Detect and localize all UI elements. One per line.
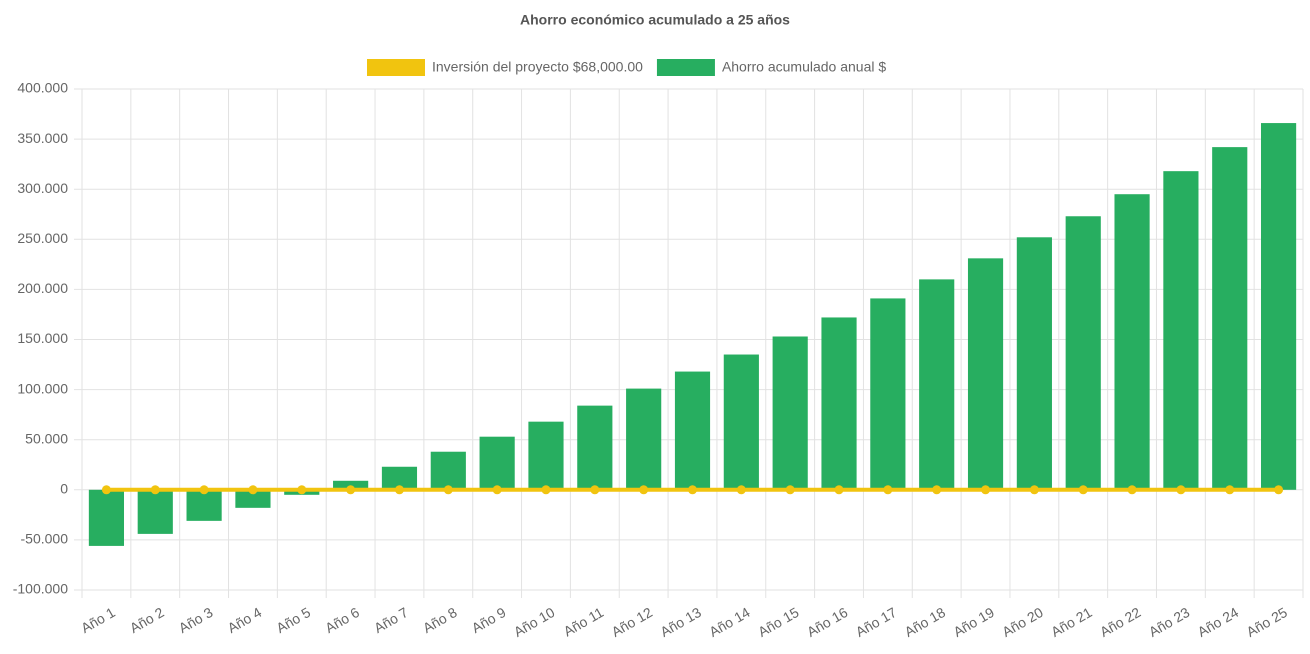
x-tick-label: Año 3 <box>176 604 216 636</box>
x-tick-label: Año 23 <box>1146 604 1193 640</box>
x-tick-label: Año 8 <box>420 604 460 636</box>
point <box>590 485 600 495</box>
bar <box>821 317 857 490</box>
point <box>1029 485 1039 495</box>
y-tick-label: 250.000 <box>17 230 68 246</box>
x-tick-label: Año 2 <box>127 604 167 636</box>
bar <box>1114 194 1150 490</box>
point <box>443 485 453 495</box>
x-tick-label: Año 6 <box>322 604 362 636</box>
point <box>883 485 893 495</box>
x-tick-label: Año 19 <box>950 604 997 640</box>
x-tick-label: Año 13 <box>657 604 704 640</box>
bar <box>919 279 955 490</box>
x-tick-label: Año 16 <box>804 604 851 640</box>
bar <box>1260 123 1297 490</box>
bar <box>381 466 418 490</box>
point <box>199 485 209 495</box>
y-tick-label: -100.000 <box>13 581 68 597</box>
point <box>981 485 991 495</box>
bar <box>137 489 173 534</box>
x-tick-label: Año 17 <box>853 604 900 640</box>
legend-swatch <box>656 59 715 76</box>
x-tick-label: Año 18 <box>902 604 949 640</box>
point <box>394 485 404 495</box>
point <box>1127 485 1137 495</box>
x-tick-label: Año 1 <box>78 604 118 636</box>
y-tick-label: 300.000 <box>17 180 68 196</box>
point <box>736 485 746 495</box>
x-tick-label: Año 25 <box>1244 604 1291 640</box>
y-tick-label: -50.000 <box>21 531 69 547</box>
point <box>834 485 844 495</box>
point <box>101 485 111 495</box>
bar <box>88 489 125 546</box>
point <box>150 485 160 495</box>
bar <box>577 405 613 490</box>
bar <box>1065 216 1101 490</box>
point <box>932 485 942 495</box>
bar <box>528 421 564 490</box>
point <box>1225 485 1235 495</box>
x-tick-label: Año 21 <box>1048 604 1095 640</box>
y-tick-label: 350.000 <box>17 130 68 146</box>
point <box>297 485 307 495</box>
legend: Inversión del proyecto $68,000.00 Ahorro … <box>367 59 886 76</box>
point <box>688 485 697 495</box>
y-tick-label: 100.000 <box>17 380 68 396</box>
y-tick-label: 200.000 <box>17 280 68 296</box>
x-tick-label: Año 11 <box>561 604 607 640</box>
x-tick-label: Año 10 <box>511 604 558 640</box>
y-tick-label: 400.000 <box>17 80 68 96</box>
bar <box>1163 171 1199 490</box>
legend-label: Ahorro acumulado anual $ <box>722 59 886 75</box>
legend-label: Inversión del proyecto $68,000.00 <box>432 59 643 75</box>
point <box>639 485 649 495</box>
legend-swatch <box>367 59 425 76</box>
bar <box>235 489 271 508</box>
bar <box>479 436 515 490</box>
point <box>541 485 551 495</box>
point <box>346 485 356 495</box>
x-tick-label: Año 14 <box>706 604 753 640</box>
bar <box>870 298 906 490</box>
y-tick-label: 0 <box>60 481 68 497</box>
y-tick-label: 50.000 <box>25 430 68 446</box>
bar <box>186 489 222 521</box>
point <box>248 485 258 495</box>
x-tick-label: Año 15 <box>755 604 802 640</box>
bar <box>1212 147 1248 490</box>
bar <box>430 451 466 490</box>
x-tick-label: Año 9 <box>469 604 509 636</box>
point <box>1176 485 1186 495</box>
point <box>785 485 795 495</box>
bar <box>967 258 1004 490</box>
bar <box>626 388 662 490</box>
bar <box>772 336 808 490</box>
point <box>1078 485 1088 495</box>
x-tick-label: Año 4 <box>225 604 265 636</box>
bar <box>1016 237 1052 490</box>
x-tick-label: Año 24 <box>1195 604 1242 640</box>
point <box>492 485 502 495</box>
bar <box>333 480 369 490</box>
y-tick-label: 150.000 <box>17 330 68 346</box>
x-tick-label: Año 22 <box>1097 604 1144 640</box>
chart-title: Ahorro económico acumulado a 25 años <box>520 12 790 28</box>
x-tick-label: Año 5 <box>273 604 313 636</box>
x-tick-label: Año 20 <box>999 604 1046 640</box>
bar <box>674 371 711 490</box>
x-tick-label: Año 7 <box>371 604 411 636</box>
bar <box>723 354 759 490</box>
x-tick-label: Año 12 <box>609 604 656 640</box>
point <box>1274 485 1284 495</box>
